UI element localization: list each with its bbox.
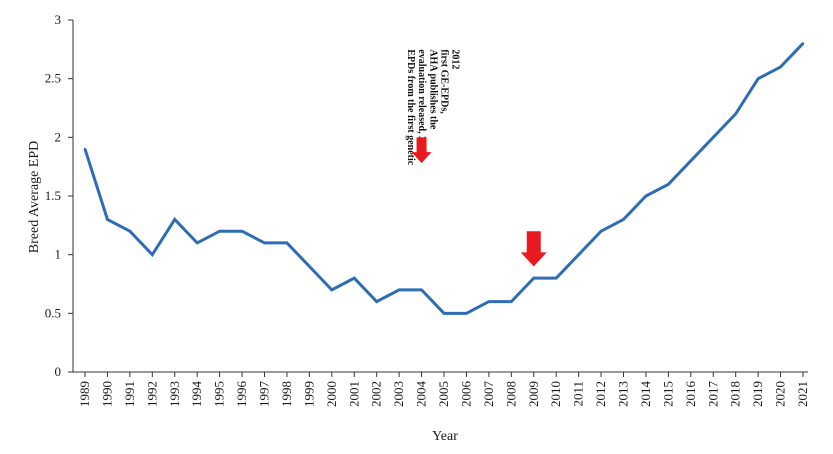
x-tick-label: 2014 — [638, 381, 653, 408]
x-tick-label: 2004 — [414, 381, 429, 408]
annotations: EPDs from the first genetic evaluation re… — [405, 49, 547, 267]
annotation-line: first GE-EPDs, — [439, 49, 450, 114]
x-tick-label: 2018 — [728, 381, 743, 407]
x-axis: 1989 1990 1991 1992 1993 1994 1995 1996 1997 1998… — [73, 371, 810, 408]
data-point — [465, 312, 468, 315]
data-point — [532, 276, 535, 280]
data-point — [240, 230, 244, 233]
data-point — [734, 112, 737, 116]
data-point — [173, 218, 176, 221]
data-point — [779, 65, 782, 69]
x-tick-label: 1993 — [167, 381, 182, 407]
x-tick-label: 1997 — [257, 381, 272, 408]
data-point — [83, 147, 87, 151]
x-tick-label: 2008 — [503, 381, 518, 407]
y-axis: 0 0.5 1 1.5 2 2.5 3 — [45, 12, 74, 379]
data-point — [263, 241, 266, 245]
x-tick-label: 2011 — [571, 381, 586, 407]
data-point — [689, 159, 693, 162]
x-tick-label: 2003 — [391, 381, 406, 407]
x-tick-label: 2009 — [526, 381, 541, 407]
x-tick-label: 1991 — [122, 381, 137, 407]
x-tick-label: 2016 — [683, 381, 698, 408]
annotation-line: EPDs from the first genetic — [405, 49, 416, 165]
data-point — [622, 218, 625, 221]
data-point — [756, 77, 760, 80]
x-tick-label: 2019 — [750, 381, 765, 407]
y-tick-label: 1.5 — [45, 188, 61, 203]
annotation-text: AHA publishes the first GE-EPDs, 2012 — [428, 49, 461, 130]
x-tick-label: 2020 — [773, 381, 788, 407]
data-point — [577, 253, 580, 256]
data-point — [151, 253, 154, 256]
x-tick-label: 2006 — [458, 381, 473, 408]
data-point — [285, 241, 289, 245]
x-tick-label: 2015 — [660, 381, 675, 407]
x-tick-label: 1994 — [189, 381, 204, 408]
data-point — [599, 230, 603, 233]
data-point — [554, 276, 558, 280]
data-point — [330, 288, 334, 292]
data-point — [644, 194, 648, 198]
data-point — [801, 42, 805, 45]
x-tick-label: 2021 — [795, 381, 810, 407]
data-point — [712, 136, 715, 139]
data-point — [420, 288, 423, 292]
x-tick-label: 1989 — [77, 381, 92, 407]
x-axis-title: Year — [432, 429, 458, 444]
x-tick-label: 1995 — [212, 381, 227, 407]
x-tick-label: 2013 — [616, 381, 631, 407]
data-point — [397, 288, 401, 292]
data-point — [375, 300, 378, 303]
y-tick-label: 0 — [55, 364, 62, 379]
plot-area — [83, 42, 805, 315]
data-point — [487, 300, 491, 303]
x-tick-label: 2010 — [548, 381, 563, 407]
x-tick-label: 1990 — [99, 381, 114, 407]
y-tick-label: 3 — [55, 12, 62, 27]
data-point — [510, 300, 513, 303]
x-tick-label: 2000 — [324, 381, 339, 407]
x-tick-label: 1999 — [301, 381, 316, 407]
annotation-line: evaluation released, 2009 — [416, 49, 427, 156]
data-point — [308, 265, 311, 268]
annotation-text: EPDs from the first genetic evaluation re… — [405, 49, 427, 165]
data-point — [128, 230, 132, 233]
x-tick-label: 2001 — [346, 381, 361, 407]
x-tick-label: 1992 — [144, 381, 159, 407]
data-point — [218, 230, 221, 233]
x-tick-label: 2007 — [481, 381, 496, 408]
x-tick-label: 1996 — [234, 381, 249, 408]
x-tick-label: 2012 — [593, 381, 608, 407]
data-point — [195, 241, 199, 245]
y-axis-title: Breed Average EPD — [27, 141, 42, 253]
annotation-line: AHA publishes the — [428, 49, 439, 130]
red-arrow-marker — [520, 231, 547, 267]
data-point — [353, 276, 356, 280]
x-tick-label: 2017 — [705, 381, 720, 408]
data-point — [667, 183, 670, 186]
y-tick-label: 2.5 — [45, 71, 61, 86]
annotation-line: 2012 — [450, 49, 461, 69]
y-tick-label: 1 — [55, 247, 62, 262]
x-tick-label: 2005 — [436, 381, 451, 407]
y-tick-label: 0.5 — [45, 305, 61, 320]
data-point — [106, 218, 109, 221]
data-point — [442, 312, 446, 315]
y-tick-label: 2 — [55, 129, 62, 144]
x-tick-label: 1998 — [279, 381, 294, 407]
x-tick-label: 2002 — [369, 381, 384, 407]
red-arrow-marker — [411, 137, 432, 164]
